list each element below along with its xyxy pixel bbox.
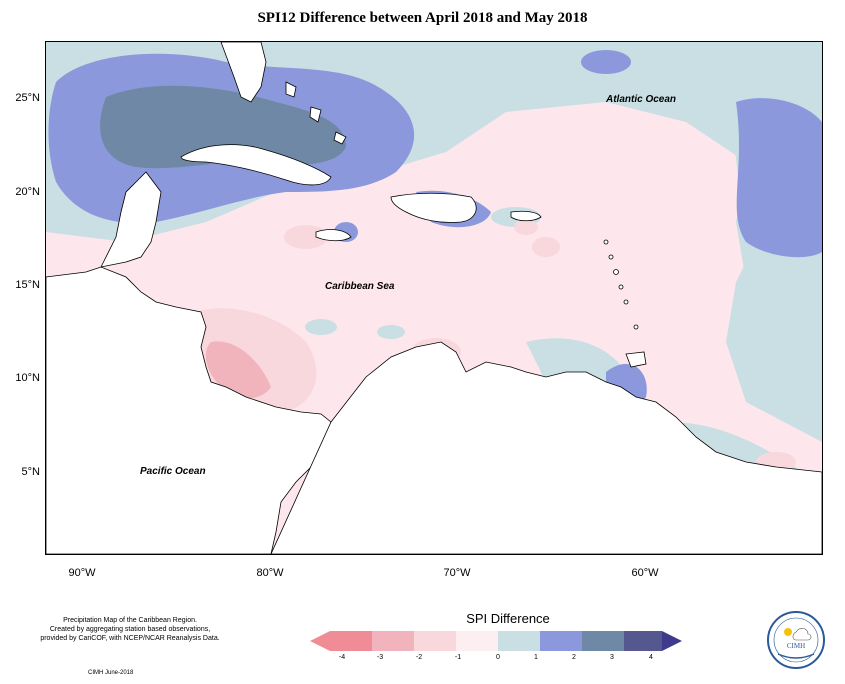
- legend-arrow-right: [662, 631, 682, 651]
- legend-swatch-5: [498, 631, 540, 651]
- logo-text: CIMH: [787, 642, 805, 650]
- legend-swatch-7: [582, 631, 624, 651]
- legend-swatch-3: [414, 631, 456, 651]
- cimh-logo: CIMH: [767, 611, 825, 669]
- legend-swatch-4: [456, 631, 498, 651]
- legend-tick: -2: [415, 654, 423, 661]
- caption-line: provided by CariCOF, with NCEP/NCAR Rean…: [40, 635, 220, 642]
- x-tick-80w: 80°W: [256, 567, 284, 579]
- x-tick-70w: 70°W: [443, 567, 471, 579]
- legend-swatch-6: [540, 631, 582, 651]
- credit-text: CIMH June-2018: [88, 670, 134, 676]
- legend-tick: -4: [338, 654, 346, 661]
- legend-swatch-8: [624, 631, 662, 651]
- y-tick-25n: 25°N: [15, 92, 40, 104]
- spi-difference-map: [46, 42, 822, 554]
- legend-swatch-2: [372, 631, 414, 651]
- caption-line: Created by aggregating station based obs…: [49, 626, 211, 633]
- zone-dark-pink: [205, 341, 271, 399]
- label-atlantic-ocean: Atlantic Ocean: [606, 94, 677, 105]
- sun-icon: [784, 628, 792, 636]
- legend-tick: 3: [610, 654, 614, 661]
- legend-tick: 1: [534, 654, 538, 661]
- label-caribbean-sea: Caribbean Sea: [325, 281, 395, 292]
- label-pacific-ocean: Pacific Ocean: [140, 466, 206, 477]
- y-tick-5n: 5°N: [21, 466, 40, 478]
- y-tick-15n: 15°N: [15, 279, 40, 291]
- map-panel: [45, 41, 823, 555]
- legend-tick: -1: [454, 654, 462, 661]
- caption-line: Precipitation Map of the Caribbean Regio…: [63, 617, 197, 624]
- cloud-icon: [792, 628, 812, 641]
- zone-steel-blue: [100, 85, 346, 169]
- legend-title: SPI Difference: [466, 611, 550, 626]
- legend-tick: 2: [572, 654, 576, 661]
- legend-tick: -3: [376, 654, 384, 661]
- legend-swatch-1: [330, 631, 372, 651]
- map-title: SPI12 Difference between April 2018 and …: [257, 10, 588, 26]
- legend-tick: 4: [649, 654, 653, 661]
- y-tick-10n: 10°N: [15, 372, 40, 384]
- legend-tick: 0: [496, 654, 500, 661]
- land-outlines: [46, 42, 822, 554]
- map-caption: Precipitation Map of the Caribbean Regio…: [5, 616, 255, 643]
- legend-colorbar: [310, 631, 682, 651]
- x-tick-60w: 60°W: [631, 567, 659, 579]
- legend-arrow-left: [310, 631, 330, 651]
- x-tick-90w: 90°W: [68, 567, 96, 579]
- y-tick-20n: 20°N: [15, 186, 40, 198]
